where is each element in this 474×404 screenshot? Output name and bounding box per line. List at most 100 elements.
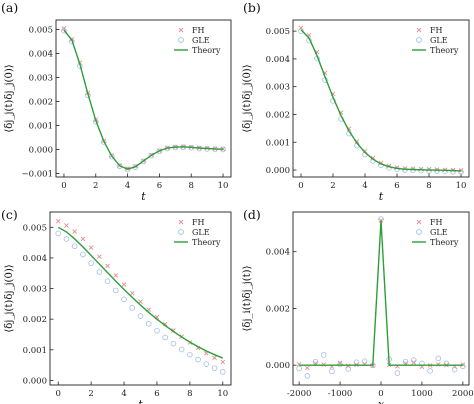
legend-label-gle: GLE: [192, 36, 210, 45]
legend-label-theory: Theory: [430, 46, 459, 55]
y-tick-label: 0.004: [266, 55, 290, 65]
legend-label-fh: FH: [192, 26, 205, 35]
y-tick-label: 0.003: [29, 74, 53, 84]
gle-point: [211, 365, 218, 371]
x-tick-label: 1000: [411, 389, 433, 399]
gle-point: [329, 368, 335, 375]
fh-point: [113, 273, 119, 278]
gle-point: [154, 328, 160, 334]
y-tick-label: 0.001: [23, 346, 47, 356]
y-tick-label: 0.001: [266, 138, 290, 148]
gle-point: [320, 352, 327, 358]
panel-c: 0 2 4 6 8 10 0.000 0.001 0.002 0.003 0.004 0.005 t ⟨δ…: [1, 207, 232, 404]
fh-point: [88, 245, 94, 250]
gle-point: [219, 369, 226, 375]
y-tick-label: 0.003: [266, 83, 290, 93]
x-tick-label: 2: [93, 181, 98, 191]
panel-b: 0 2 4 6 8 10 0.000 0.001 0.002 0.003 0.004 0.005 t ⟨δ…: [242, 0, 470, 203]
theory-line: [57, 226, 224, 359]
gle-point: [298, 28, 304, 34]
x-tick-label: -1000: [328, 389, 353, 399]
x-tick-label: 6: [394, 181, 399, 191]
gle-point: [460, 363, 466, 370]
y-tick-label: 0.000: [23, 376, 47, 386]
fh-point: [298, 25, 304, 31]
x-tick-label: 4: [121, 389, 126, 399]
legend-label-fh: FH: [430, 218, 443, 227]
gle-point: [353, 359, 360, 366]
x-tick-label: 6: [157, 181, 162, 191]
panel-label: (b): [243, 0, 261, 15]
gle-point: [458, 169, 464, 175]
legend-label-fh: FH: [430, 26, 443, 35]
fh-point: [80, 236, 86, 242]
fh-point: [220, 359, 226, 365]
x-tick-label: 2000: [452, 389, 474, 399]
legend-fh-marker: [416, 27, 422, 33]
y-tick-label: 0.005: [266, 27, 290, 37]
x-tick-label: 10: [456, 181, 467, 191]
gle-point: [402, 358, 409, 365]
plot-frame: [49, 211, 232, 386]
y-axis-label: ⟨δj_i(t)δj_j(t)⟩: [242, 265, 253, 331]
x-tick-label: 2: [88, 389, 93, 399]
y-tick-label: 0.004: [23, 254, 47, 264]
legend-label-gle: GLE: [430, 228, 448, 237]
legend-gle-marker: [416, 229, 422, 235]
gle-point: [435, 355, 442, 362]
y-tick-label: 0.005: [29, 26, 53, 36]
gle-point: [442, 168, 448, 175]
x-tick-label: 0: [61, 181, 66, 191]
theory-line: [299, 220, 463, 366]
gle-point: [80, 251, 86, 258]
gle-point: [203, 361, 210, 367]
x-tick-label: 4: [125, 181, 130, 191]
y-tick-label: 0.002: [29, 97, 53, 107]
x-tick-label: -2000: [287, 389, 312, 399]
fh-point: [105, 263, 110, 269]
fh-point: [337, 360, 343, 366]
gle-point: [296, 365, 302, 372]
legend-gle-marker: [416, 37, 422, 43]
fh-point: [97, 254, 102, 260]
y-axis-label: ⟨δj_j(t)δj_j(0)⟩: [242, 64, 253, 132]
gle-point: [113, 287, 119, 294]
y-tick-label: 0.004: [266, 248, 290, 258]
gle-point: [148, 152, 155, 159]
gle-point: [104, 278, 111, 285]
legend-fh-marker: [178, 27, 184, 33]
gle-point: [418, 167, 424, 174]
y-tick-label: 0.000: [266, 166, 290, 176]
theory-line: [300, 29, 462, 172]
panel-label: (a): [1, 0, 18, 15]
x-axis-label: x: [378, 398, 385, 404]
y-tick-label: −0.001: [22, 169, 53, 179]
fh-point: [55, 218, 61, 224]
x-tick-label: 0: [378, 389, 383, 399]
fh-point: [362, 148, 368, 154]
fh-point: [121, 282, 127, 287]
panel-label: (c): [1, 207, 18, 222]
gle-point: [451, 366, 458, 373]
gle-point: [410, 357, 417, 363]
legend-fh-marker: [416, 219, 422, 225]
y-axis-label: ⟨δj_j(t)δj_j(0)⟩: [4, 64, 15, 132]
gle-point: [402, 167, 408, 173]
y-tick-label: 0.000: [29, 145, 53, 155]
fh-point: [411, 360, 417, 365]
fh-point: [64, 223, 69, 228]
legend-label-fh: FH: [192, 218, 205, 227]
x-tick-label: 2: [330, 181, 335, 191]
fh-point: [305, 365, 310, 371]
fh-point: [61, 26, 67, 31]
y-tick-label: 0.005: [23, 223, 47, 233]
gle-point: [156, 148, 163, 155]
x-axis-label: t: [379, 190, 384, 203]
plot-frame: [292, 19, 470, 178]
x-tick-label: 4: [362, 181, 367, 191]
y-tick-label: 0.001: [29, 121, 53, 131]
gle-point: [140, 158, 147, 165]
fh-point: [72, 229, 77, 234]
x-tick-label: 8: [426, 181, 431, 191]
